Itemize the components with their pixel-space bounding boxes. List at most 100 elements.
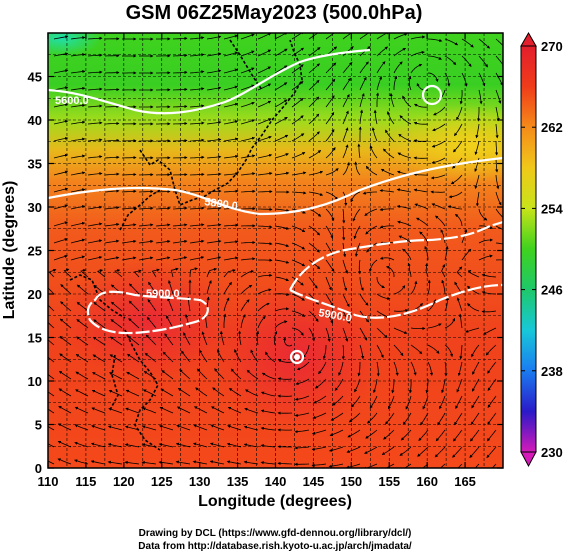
streamline-arrow	[495, 89, 502, 104]
streamline-arrow	[223, 223, 239, 227]
streamline-arrow	[413, 121, 429, 125]
streamline-arrow	[308, 96, 320, 108]
streamline-arrow	[325, 168, 339, 176]
streamline-arrow	[177, 387, 191, 397]
streamline-arrow	[396, 188, 412, 193]
streamline-arrow	[189, 206, 205, 210]
streamline-arrow	[291, 133, 305, 142]
streamline-arrow	[369, 145, 378, 159]
streamline-arrow	[53, 103, 69, 108]
streamline-arrow	[166, 315, 174, 329]
streamline-arrow	[311, 463, 327, 467]
streamline-arrow	[223, 85, 239, 91]
streamline-arrow	[393, 33, 408, 40]
streamline-arrow	[308, 208, 322, 217]
streamline-arrow	[444, 344, 454, 358]
streamline-arrow	[104, 104, 120, 109]
streamline-arrow	[432, 123, 446, 132]
streamline-arrow	[223, 189, 239, 193]
streamline-arrow	[57, 458, 72, 465]
streamline-arrow	[161, 370, 174, 380]
streamline-arrow	[201, 331, 208, 346]
streamline-arrow	[91, 425, 106, 431]
streamline-arrow	[456, 266, 463, 278]
streamline-arrow	[265, 351, 276, 363]
contour-5600	[48, 48, 371, 115]
streamline-arrow	[164, 333, 174, 346]
streamline-arrow	[210, 424, 225, 431]
streamline-arrow	[70, 86, 86, 91]
streamline-arrow	[427, 38, 443, 43]
streamline-arrow	[322, 345, 327, 360]
streamline-arrow	[75, 354, 89, 363]
streamline-arrow	[258, 207, 273, 211]
streamline-arrow	[294, 446, 310, 450]
streamline-arrow	[325, 310, 334, 324]
streamline-arrow	[495, 123, 499, 139]
credit-drawing: Drawing by DCL (https://www.gfd-dennou.o…	[139, 528, 412, 539]
streamline-arrow	[391, 379, 395, 394]
streamline-arrow	[444, 296, 450, 312]
streamline-arrow	[495, 38, 503, 47]
streamline-arrow	[223, 120, 239, 125]
streamline-arrow	[354, 378, 361, 393]
streamline-arrow	[439, 463, 446, 468]
streamline-arrow	[481, 273, 497, 278]
streamline-arrow	[294, 412, 310, 417]
streamline-arrow	[325, 129, 335, 142]
streamline-arrow	[461, 55, 472, 68]
streamline-arrow	[365, 429, 378, 439]
streamline-arrow	[53, 69, 69, 74]
streamline-arrow	[138, 256, 154, 261]
streamline-arrow	[128, 318, 140, 329]
colorbar: 230 238 246 254 262 270	[520, 31, 563, 468]
streamline-arrow	[240, 154, 256, 159]
streamline-arrow	[48, 304, 55, 312]
streamline-arrow	[444, 72, 451, 87]
streamline-arrow	[226, 442, 242, 448]
cyclone-ne-contour	[421, 84, 443, 106]
streamline-arrow	[389, 92, 395, 108]
streamline-arrow	[402, 95, 412, 108]
streamline-arrow	[410, 326, 426, 331]
streamline-arrow	[167, 297, 174, 312]
streamline-arrow	[108, 389, 123, 397]
x-tick-label: 160	[416, 474, 438, 489]
streamline-arrow	[425, 262, 429, 278]
streamline-arrow	[121, 189, 137, 193]
streamline-arrow	[48, 287, 55, 295]
streamline-arrow	[308, 225, 321, 236]
streamline-arrow	[393, 327, 408, 334]
streamline-arrow	[223, 154, 239, 159]
streamline-arrow	[427, 298, 437, 312]
streamline-arrow	[410, 63, 423, 74]
streamline-arrow	[379, 256, 395, 261]
streamline-arrow	[294, 429, 310, 434]
streamline-arrow	[376, 293, 391, 301]
streamline-arrow	[206, 223, 222, 227]
streamline-arrow	[142, 407, 157, 414]
streamline-arrow	[444, 38, 459, 46]
streamline-arrow	[427, 72, 439, 83]
streamline-arrow	[58, 370, 72, 380]
streamline-arrow	[376, 46, 389, 57]
streamline-arrow	[74, 424, 89, 431]
streamline-arrow	[121, 256, 137, 261]
streamline-arrow	[393, 285, 406, 295]
streamline-arrow	[308, 259, 321, 270]
streamline-arrow	[257, 171, 273, 176]
streamline-arrow	[230, 368, 242, 380]
streamline-arrow	[75, 371, 89, 380]
streamline-arrow	[257, 242, 273, 246]
streamline-arrow	[311, 429, 327, 435]
streamline-arrow	[471, 344, 480, 358]
streamline-arrow	[206, 189, 222, 193]
streamline-arrow	[257, 273, 273, 278]
streamline-arrow	[441, 279, 446, 295]
y-axis-title: Latitude (degrees)	[1, 181, 18, 320]
streamline-arrow	[274, 320, 288, 329]
streamline-arrow	[257, 66, 272, 74]
streamline-arrow	[454, 412, 463, 426]
streamline-arrow	[314, 378, 327, 389]
streamline-arrow	[90, 442, 106, 448]
